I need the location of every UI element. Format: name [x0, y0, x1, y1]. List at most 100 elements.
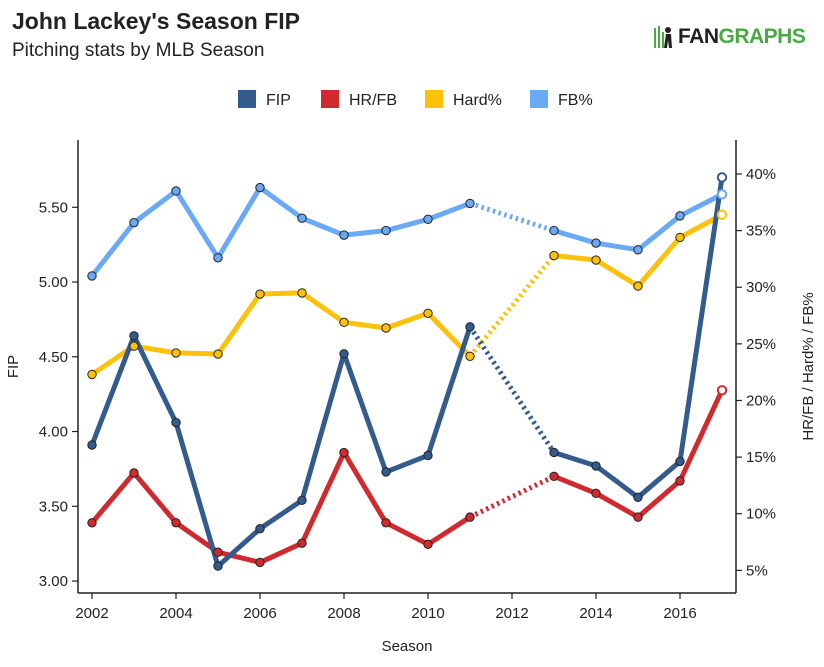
hr-fb-point [675, 476, 685, 486]
fip-point [465, 322, 475, 332]
hr-fb-segment [635, 478, 683, 520]
hard-point [339, 317, 349, 328]
hr-fb-point [213, 547, 223, 557]
hard-segment [341, 319, 389, 331]
fip-point [381, 467, 391, 477]
legend: FIP HR/FB Hard% FB% [238, 90, 593, 109]
logo-text-fan: FAN [678, 25, 719, 48]
fb-point [716, 189, 728, 200]
hard-point [213, 349, 223, 359]
hr-fb-segment [131, 470, 179, 526]
fb-point [423, 214, 433, 224]
fb-segment [173, 188, 221, 261]
fip-segment [215, 526, 263, 569]
hr-fb-segment [89, 470, 137, 526]
hard-segment [635, 234, 683, 289]
hr-fb-point [297, 538, 307, 548]
fangraphs-logo[interactable]: FANGRAPHS [652, 20, 806, 54]
fip-point [675, 456, 685, 467]
fip-segment [299, 351, 347, 503]
fb-point [255, 182, 265, 193]
x-tick-label: 2008 [327, 605, 360, 622]
legend-swatch-hr-fb [321, 90, 339, 108]
fb-point [591, 238, 601, 248]
series-points [87, 172, 728, 571]
fip-point [297, 495, 307, 506]
legend-label-fb: FB% [558, 92, 593, 109]
hr-fb-point [716, 385, 728, 396]
fip-point [87, 440, 97, 450]
fb-segment [341, 228, 389, 238]
hr-fb-segment [299, 450, 347, 546]
fb-point [171, 186, 181, 196]
fip-point [591, 461, 601, 471]
fip-segment [593, 463, 641, 500]
y-left-tick-label: 3.00 [39, 573, 68, 590]
hr-fb-segment [593, 490, 641, 520]
fb-segment [593, 240, 641, 253]
y-right-tick-label: 20% [746, 392, 776, 409]
fb-segment [677, 191, 725, 219]
fip-segment [425, 324, 473, 458]
hr-fb-point [423, 539, 433, 550]
hr-fb-point [171, 518, 181, 528]
hr-fb-segment [383, 520, 431, 547]
fb-segment [299, 215, 347, 238]
x-tick-label: 2016 [663, 605, 696, 622]
fb-segment [131, 188, 179, 226]
hr-fb-point [129, 468, 139, 478]
hard-segment [551, 253, 599, 263]
y-left-tick-label: 3.50 [39, 498, 68, 515]
fb-point [381, 225, 391, 236]
fip-segment [131, 333, 179, 426]
hr-fb-segment [425, 514, 473, 547]
fip-point [716, 172, 728, 183]
fip-point [423, 450, 433, 461]
x-tick-label: 2002 [75, 605, 108, 622]
hr-fb-point [549, 471, 559, 482]
fb-segment [89, 220, 137, 279]
hard-point [381, 323, 391, 333]
hr-fb-point [633, 512, 643, 522]
logo-text: FANGRAPHS [678, 25, 806, 49]
fip-segment [257, 497, 305, 532]
y-right-tick-label: 15% [746, 449, 776, 466]
fip-point [213, 561, 223, 571]
hard-point [465, 351, 475, 362]
y-right-tick-label: 25% [746, 336, 776, 353]
legend-swatch-fip [238, 90, 256, 108]
hr-fb-segment [257, 540, 305, 565]
y-axis-right-label: HR/FB / Hard% / FB% [800, 292, 817, 440]
hr-fb-segment [551, 473, 599, 496]
hard-point [549, 250, 559, 261]
fb-point [633, 245, 643, 255]
fip-segment [677, 174, 725, 464]
hard-point [171, 348, 181, 358]
x-tick-label: 2006 [243, 605, 276, 622]
fb-point [297, 213, 307, 223]
y-axis-left-label: FIP [5, 355, 22, 378]
hard-segment [383, 310, 431, 331]
hard-segment [593, 257, 641, 289]
hr-fb-segment [468, 474, 556, 520]
fip-segment [89, 333, 137, 448]
legend-label-hr-fb: HR/FB [349, 92, 397, 109]
hard-point [716, 209, 728, 220]
fb-point [465, 198, 475, 209]
fb-point [675, 211, 685, 221]
x-axis-label: Season [382, 638, 433, 655]
hard-segment [257, 290, 305, 297]
hard-point [129, 341, 139, 351]
hard-point [87, 369, 97, 380]
x-tick-label: 2010 [411, 605, 444, 622]
hard-point [255, 289, 265, 299]
fb-segment [425, 200, 473, 222]
y-left-tick-label: 4.00 [39, 424, 68, 441]
hr-fb-point [255, 557, 265, 568]
y-right-tick-label: 35% [746, 223, 776, 240]
fb-point [339, 230, 349, 240]
hr-fb-segment [677, 387, 725, 484]
legend-swatch-fb [530, 90, 548, 108]
chart-subtitle: Pitching stats by MLB Season [12, 40, 265, 61]
